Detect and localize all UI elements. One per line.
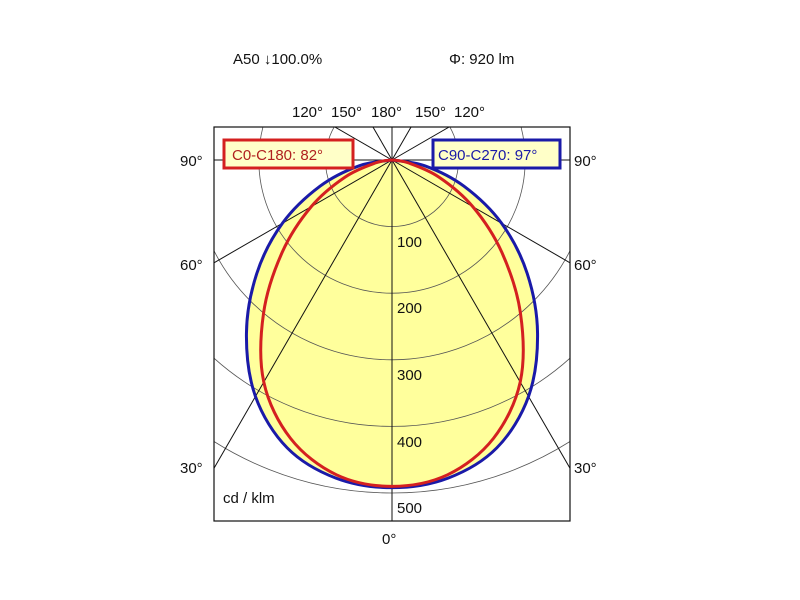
unit-label: cd / klm (223, 490, 275, 507)
grid-radial-line (372, 127, 393, 161)
series-curve (259, 158, 525, 488)
grid-radial-line (214, 159, 393, 264)
plot-frame (213, 126, 571, 522)
radial-tick-label: 500 (397, 500, 422, 517)
header-left: A50 ↓100.0% (233, 51, 322, 68)
top-angle-label: 180° (371, 104, 402, 121)
radial-tick-label: 400 (397, 434, 422, 451)
svg-text:C90-C270: 97°: C90-C270: 97° (438, 147, 537, 164)
radial-tick-label: 300 (397, 367, 422, 384)
top-angle-label: 150° (331, 104, 362, 121)
grid-radial-line (391, 127, 412, 161)
bottom-angle-label: 0° (382, 531, 396, 548)
radial-tick-label: 100 (397, 234, 422, 251)
top-angle-label: 120° (292, 104, 323, 121)
grid-radial-line (214, 159, 393, 469)
svg-text:C0-C180: 82°: C0-C180: 82° (232, 147, 323, 164)
side-angle-label: 60° (574, 257, 597, 274)
grid-radial-line (334, 127, 393, 161)
side-angle-label: 90° (180, 153, 203, 170)
side-angle-label: 90° (574, 153, 597, 170)
grid-radial-line (391, 159, 570, 469)
top-angle-label: 120° (454, 104, 485, 121)
header-right: Φ: 920 lm (449, 51, 514, 68)
grid-radial-line (391, 159, 570, 264)
top-angle-label: 150° (415, 104, 446, 121)
side-angle-label: 60° (180, 257, 203, 274)
side-angle-label: 30° (574, 460, 597, 477)
side-angle-label: 30° (180, 460, 203, 477)
grid-radial-line (391, 127, 450, 161)
legend-c0-c180: C0-C180: 82° (222, 138, 355, 170)
radial-tick-label: 200 (397, 300, 422, 317)
legend-c90-c270: C90-C270: 97° (431, 138, 562, 170)
